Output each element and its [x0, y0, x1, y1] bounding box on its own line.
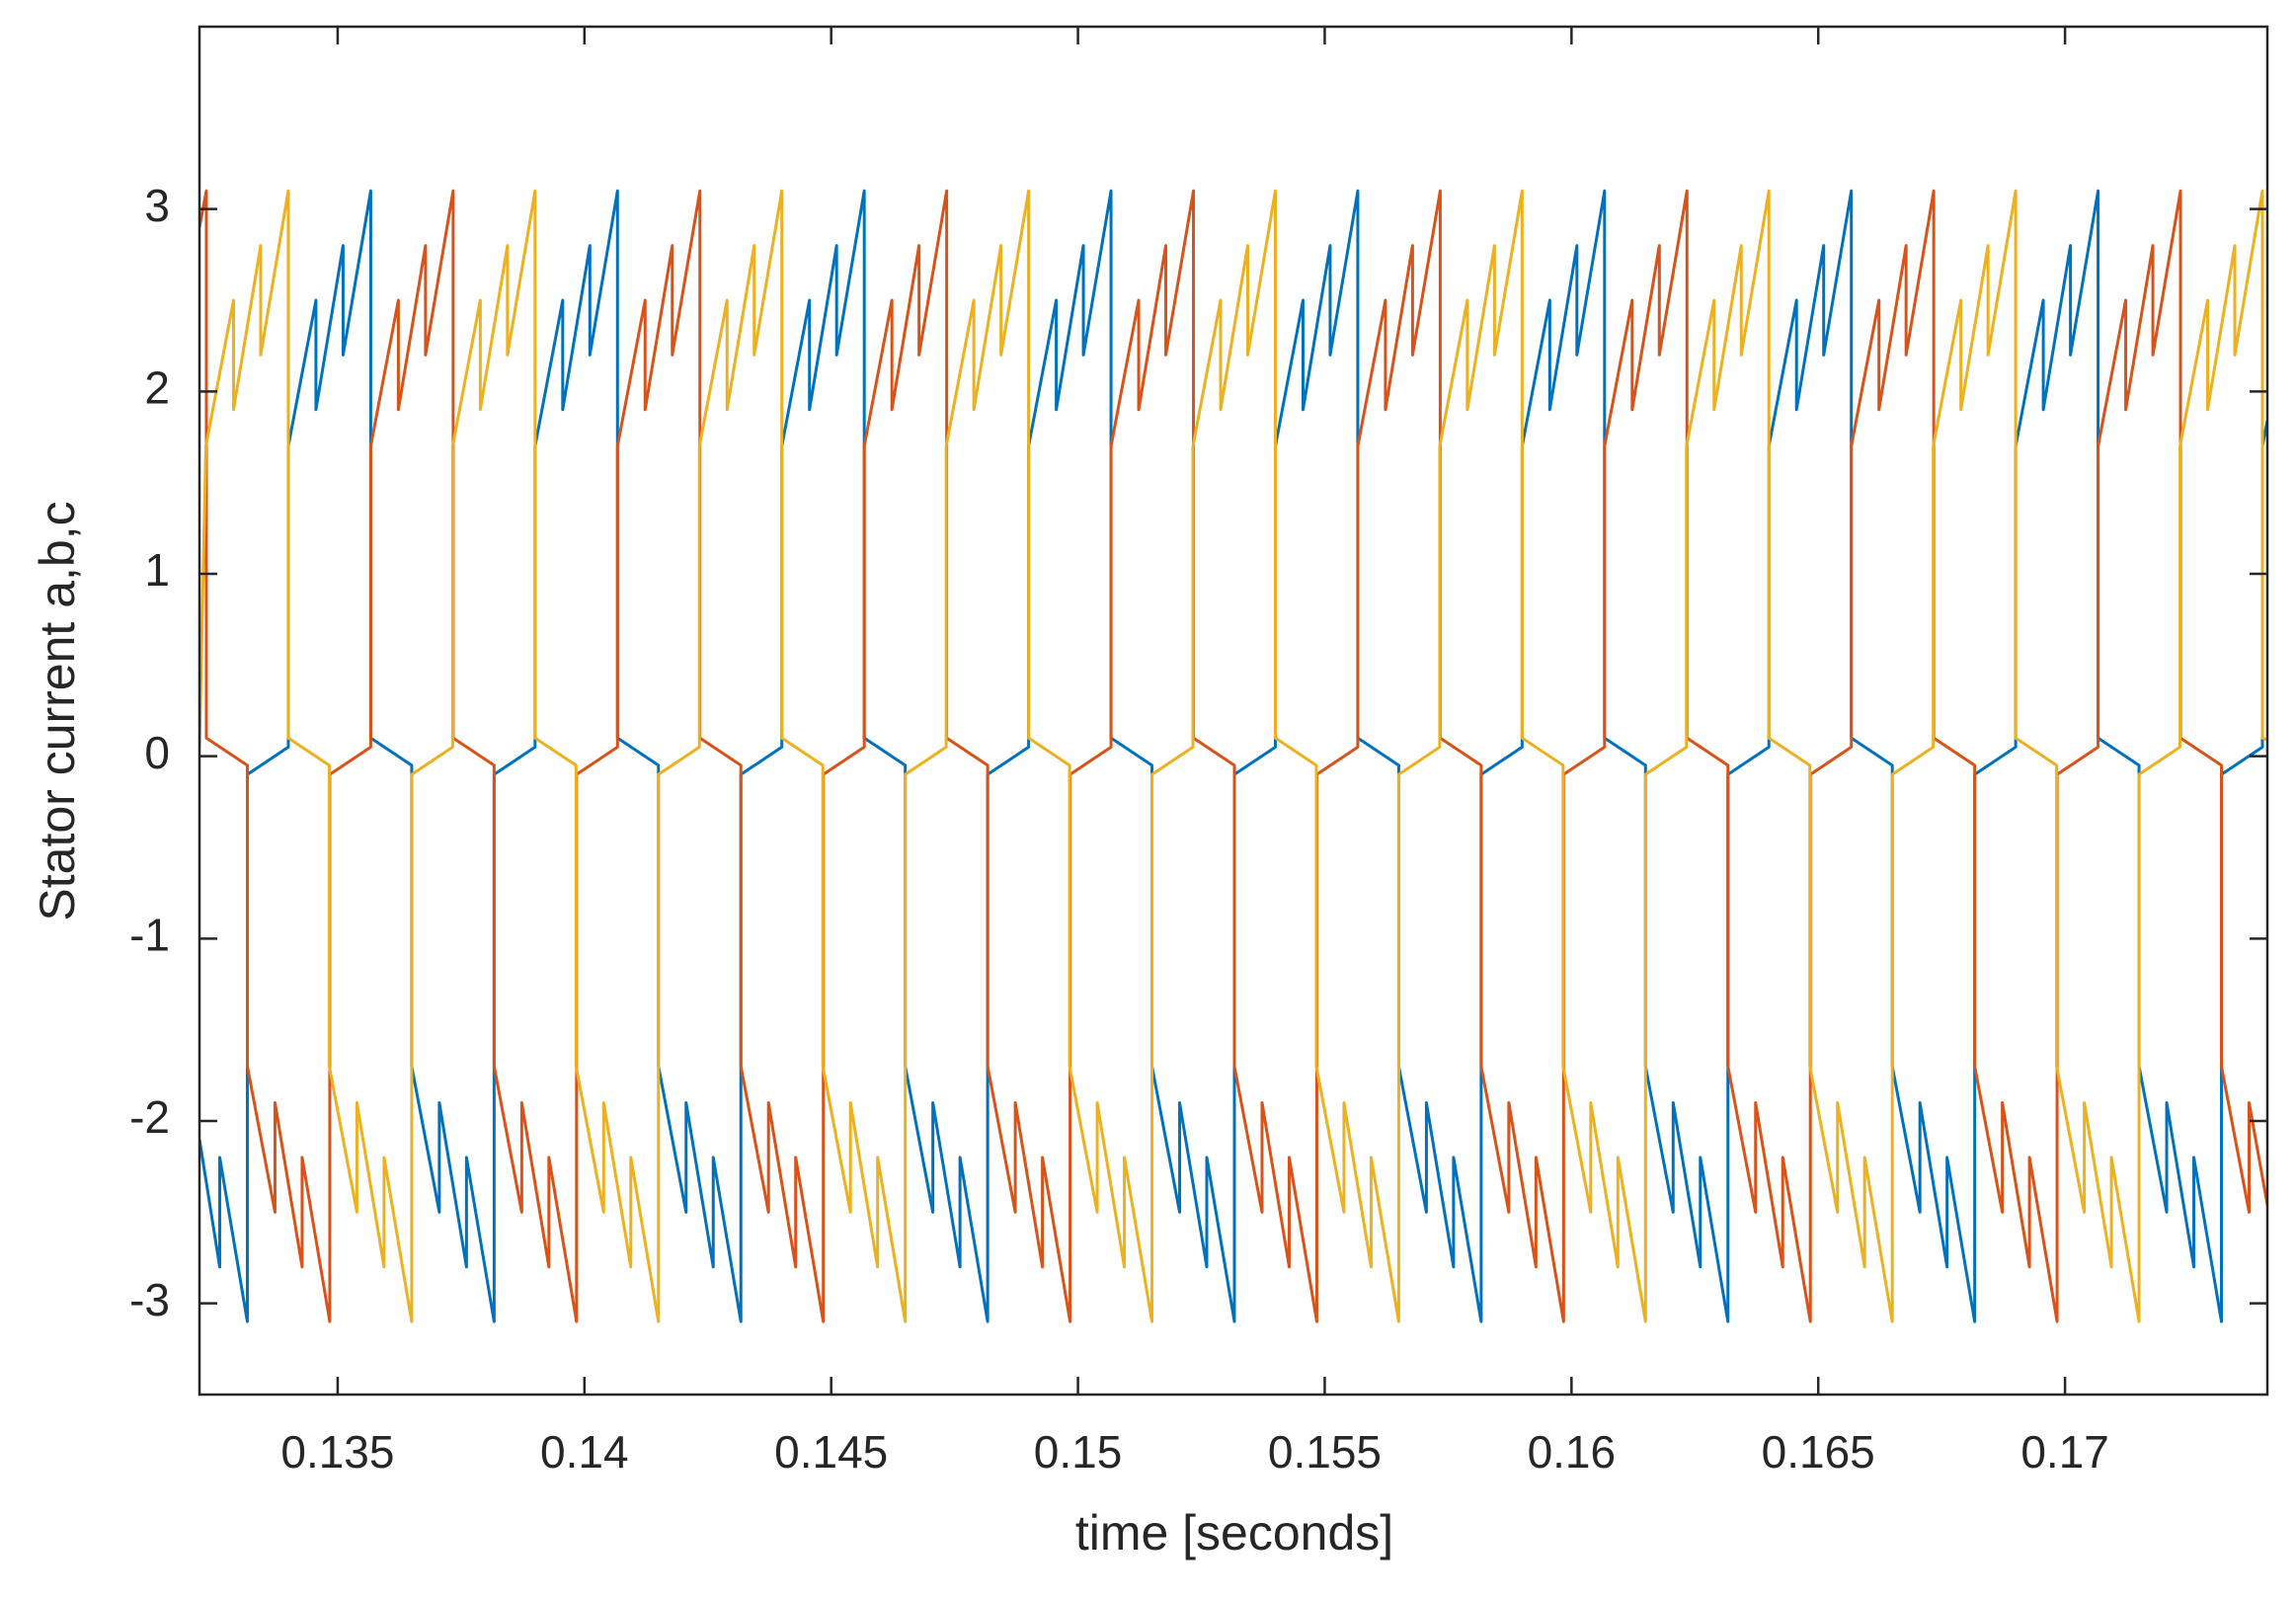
y-tick-label: -1 [129, 909, 170, 960]
axes: 0.135 0.14 0.145 0.15 0.155 0.16 0.165 0.17 -3 -2… [129, 25, 2269, 1478]
x-tick-label: 0.15 [1034, 1426, 1123, 1478]
x-tick-label: 0.155 [1268, 1426, 1382, 1478]
series-line [199, 189, 2267, 1323]
y-tick-label: 1 [144, 544, 170, 596]
y-axis-label: Stator current a,b,c [30, 501, 85, 920]
x-axis-label: time [seconds] [1075, 1505, 1393, 1560]
x-tick-label: 0.135 [280, 1426, 394, 1478]
x-tick-label: 0.17 [2020, 1426, 2109, 1478]
series-group [199, 189, 2267, 1323]
y-tick-label: 0 [144, 727, 170, 778]
y-tick-label: 3 [144, 180, 170, 231]
y-tick-label: 2 [144, 361, 170, 413]
series-line [199, 189, 2267, 1323]
y-tick-label: -2 [129, 1091, 170, 1143]
y-tick-label: -3 [129, 1274, 170, 1325]
x-tick-label: 0.165 [1762, 1426, 1875, 1478]
axes-box [198, 25, 2269, 1397]
x-tick-label: 0.14 [540, 1426, 629, 1478]
x-tick-label: 0.145 [774, 1426, 888, 1478]
x-tick-label: 0.16 [1528, 1426, 1617, 1478]
